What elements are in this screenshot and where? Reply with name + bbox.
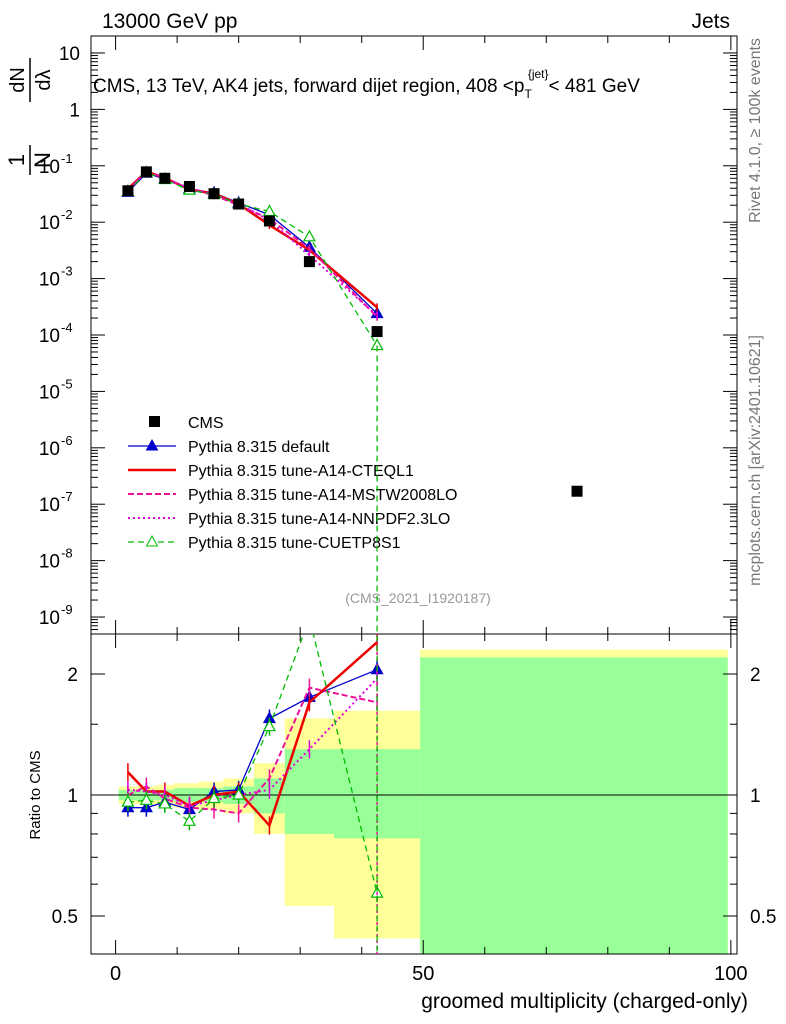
x-tick-label-100: 100	[714, 963, 747, 985]
ratio-plot-frame	[90, 633, 738, 955]
y-tick-label: 1	[69, 100, 80, 121]
y-label-dl: dλ	[33, 69, 55, 90]
cms-point-7	[303, 256, 315, 268]
triangle-marker	[302, 229, 316, 242]
triangle-marker	[158, 796, 172, 809]
y-tick-exponent: -8	[61, 546, 73, 561]
rivet-version-label: Rivet 4.1.0, ≥ 100k events	[747, 38, 764, 223]
y-label-dn: dN	[7, 67, 29, 93]
y-tick-label: 10	[39, 495, 60, 516]
y-tick-label: 10	[39, 552, 60, 573]
y-label-denominator: N	[30, 152, 55, 168]
triangle-marker	[232, 787, 246, 800]
legend-label-1: Pythia 8.315 tune-A14-CTEQL1	[188, 463, 414, 480]
ratio-y-tick-label: 1	[67, 786, 78, 807]
cms-point-1	[140, 166, 152, 178]
chart-title: CMS, 13 TeV, AK4 jets, forward dijet reg…	[93, 67, 640, 101]
ratio-y-axis-label: Ratio to CMS	[27, 750, 44, 839]
axis-ticks: 0 50 10010-910-810-710-610-510-410-310-210…	[39, 35, 776, 985]
y-tick-label: 10	[39, 382, 60, 403]
legend-marker-cms	[149, 416, 160, 427]
y-tick-exponent: -1	[61, 151, 73, 166]
legend-label-cms: CMS	[188, 415, 224, 432]
x-axis-label: groomed multiplicity (charged-only)	[421, 990, 748, 1013]
legend-label-0: Pythia 8.315 default	[188, 439, 330, 456]
band-inner-9	[420, 657, 728, 954]
y-tick-label: 10	[39, 608, 60, 629]
triangle-marker	[182, 814, 196, 826]
main-line-series-3	[127, 170, 378, 317]
y-tick-label: 10	[59, 44, 80, 65]
triangle-marker	[139, 793, 153, 805]
ratio-y-tick-label-right: 1	[750, 786, 761, 807]
cms-point-8	[371, 326, 383, 338]
y-tick-label: 10	[39, 157, 60, 178]
cms-point-0	[122, 185, 134, 197]
main-line-series-2	[127, 169, 378, 318]
analysis-tag: (CMS_2021_I1920187)	[345, 590, 491, 606]
ratio-y-tick-label-right: 0.5	[750, 907, 776, 928]
legend-label-2: Pythia 8.315 tune-A14-MSTW2008LO	[188, 487, 457, 504]
cms-point-3	[183, 180, 195, 192]
header-left: 13000 GeV pp	[102, 10, 237, 33]
main-line-series-1	[127, 170, 378, 309]
header-right: Jets	[691, 10, 730, 33]
cms-point-5	[233, 198, 245, 210]
x-tick-label-0: 0	[110, 963, 121, 985]
y-tick-label: 10	[39, 326, 60, 347]
main-y-label-dndl: dN dλ	[7, 58, 55, 102]
mcplots-label: mcplots.cern.ch [arXiv:2401.10621]	[747, 335, 764, 586]
triangle-marker	[207, 791, 221, 804]
cms-point-4	[208, 188, 220, 200]
x-tick-label-50: 50	[412, 963, 434, 985]
triangle-marker	[262, 719, 276, 732]
legend-marker-4	[145, 534, 159, 547]
y-label-numerator: 1	[4, 154, 29, 166]
y-tick-label: 10	[39, 213, 60, 234]
ratio-y-tick-label: 2	[67, 665, 78, 686]
triangle-marker	[262, 204, 276, 217]
y-tick-exponent: -3	[61, 264, 73, 279]
cms-point-9	[571, 485, 583, 497]
ratio-y-tick-label-right: 2	[750, 665, 761, 686]
y-tick-exponent: -7	[61, 489, 73, 504]
y-tick-label: 10	[39, 270, 60, 291]
triangle-marker	[121, 794, 135, 807]
y-tick-exponent: -2	[61, 207, 73, 222]
legend-marker-0	[145, 438, 159, 451]
main-line-series-0	[127, 172, 378, 315]
y-tick-exponent: -6	[61, 433, 73, 448]
main-y-axis-label: 1 NdN dλ	[4, 58, 55, 175]
cms-point-6	[263, 215, 275, 227]
cms-data-points	[122, 166, 583, 497]
y-tick-label: 10	[39, 439, 60, 460]
band-inner-8	[334, 749, 421, 839]
main-line-series-4	[127, 171, 378, 346]
legend-label-3: Pythia 8.315 tune-A14-NNPDF2.3LO	[188, 511, 450, 528]
legend-label-4: Pythia 8.315 tune-CUETP8S1	[188, 535, 401, 552]
main-series-layer	[121, 165, 384, 351]
y-tick-exponent: -5	[61, 376, 73, 391]
triangle-marker	[304, 612, 315, 622]
legend: CMS Pythia 8.315 default Pythia 8.315 tune…	[128, 415, 457, 552]
ratio-uncertainty-bands	[118, 649, 728, 954]
cms-point-2	[159, 172, 171, 184]
y-tick-exponent: -4	[61, 320, 73, 335]
y-tick-exponent: -9	[61, 602, 73, 617]
band-inner-7	[284, 749, 335, 834]
ratio-y-tick-label: 0.5	[52, 907, 78, 928]
